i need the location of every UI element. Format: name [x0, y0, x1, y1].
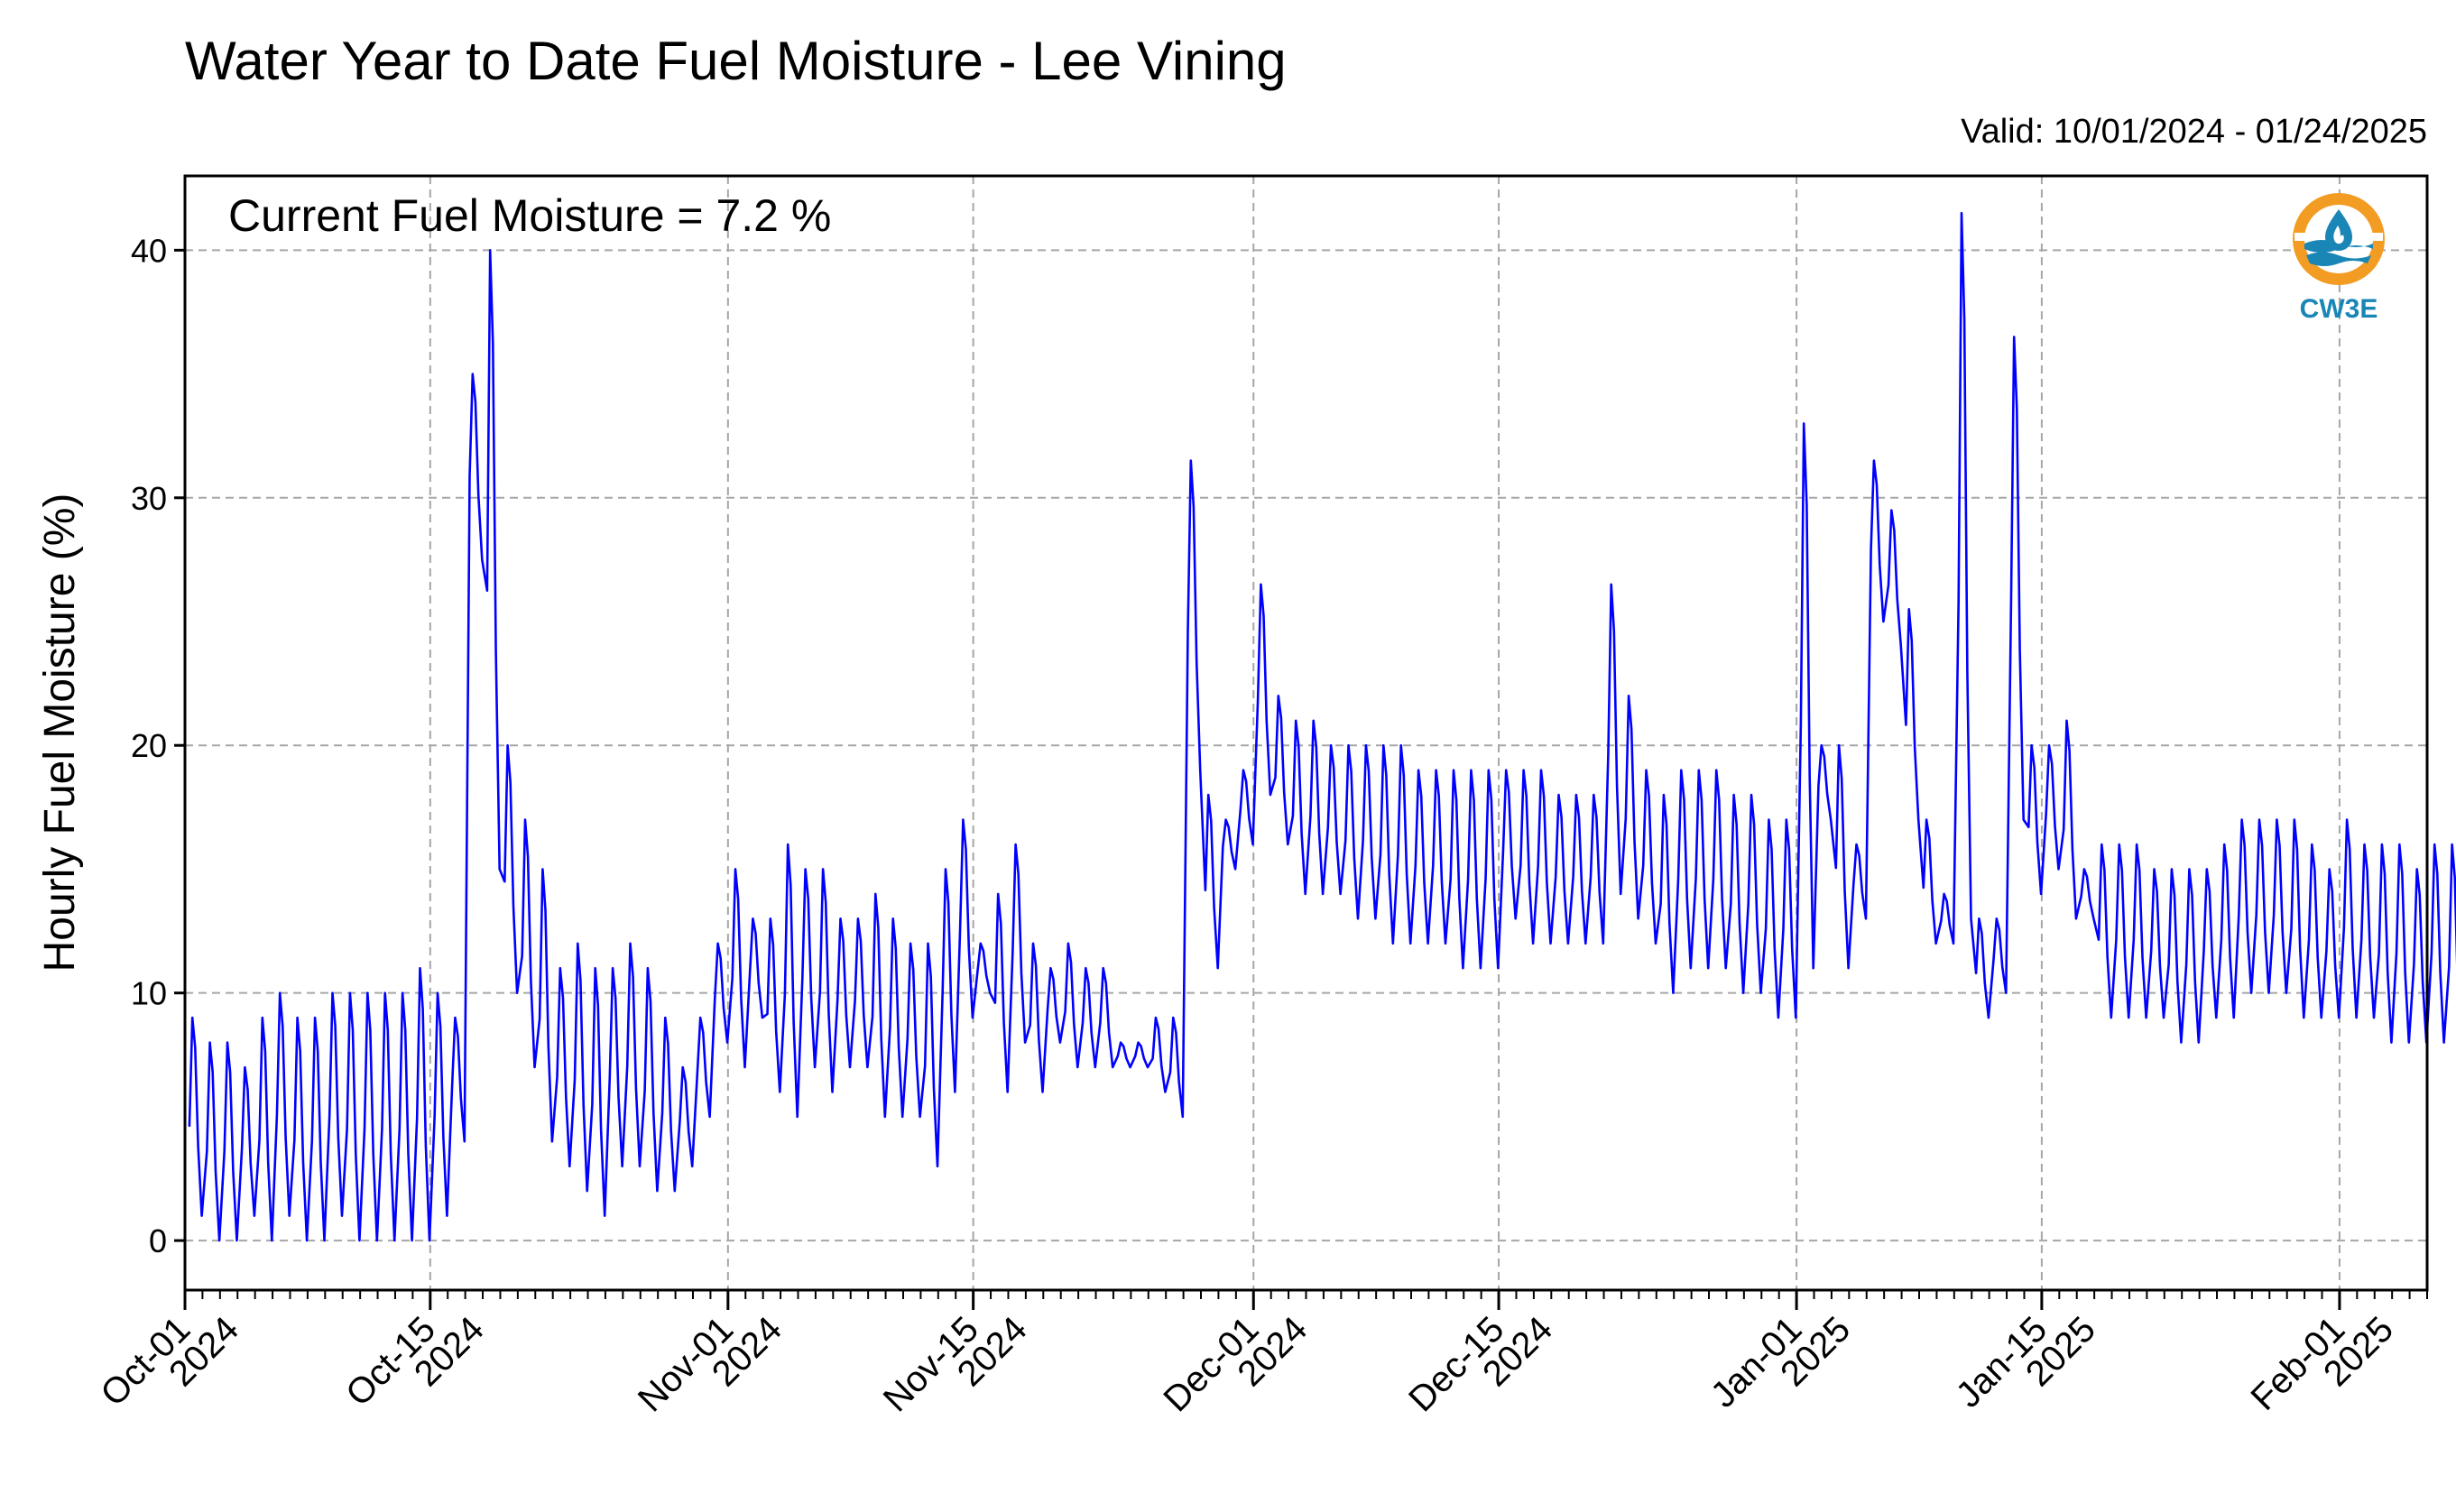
- logo-flame-icon: [2333, 226, 2344, 244]
- valid-range-label: Valid: 10/01/2024 - 01/24/2025: [1961, 113, 2427, 151]
- cw3e-logo: CW3E: [2293, 193, 2385, 324]
- chart-title: Water Year to Date Fuel Moisture - Lee V…: [185, 31, 1287, 91]
- grid: [184, 176, 2427, 1290]
- logo-water-icon: [2304, 240, 2373, 266]
- y-tick-label: 20: [131, 727, 167, 764]
- y-axis-label: Hourly Fuel Moisture (%): [36, 493, 84, 973]
- y-axis: 0 10 20 30 40: [131, 232, 185, 1259]
- current-moisture-annotation: Current Fuel Moisture = 7.2 %: [228, 190, 831, 241]
- plot-frame: [183, 174, 2429, 1292]
- fuel-moisture-line: [188, 211, 2456, 1242]
- y-tick-label: 10: [131, 975, 167, 1012]
- y-tick-label: 0: [149, 1222, 167, 1259]
- y-tick-label: 40: [131, 232, 167, 269]
- y-tick-label: 30: [131, 480, 167, 517]
- series-line: [188, 211, 2456, 1242]
- logo-text: CW3E: [2300, 294, 2378, 324]
